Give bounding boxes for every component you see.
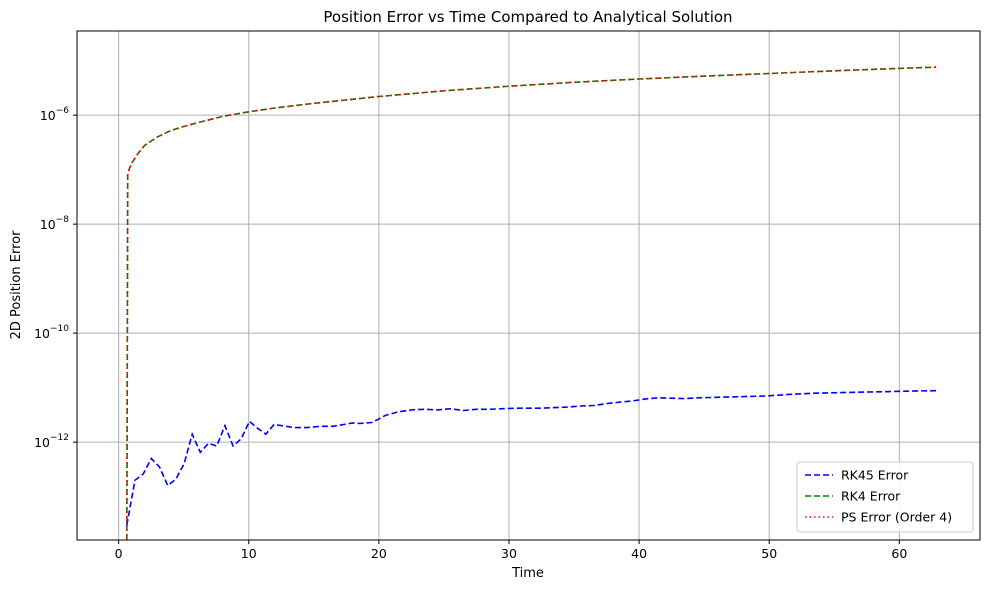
y-tick-exponent: −8 bbox=[56, 215, 70, 225]
x-tick-label: 50 bbox=[761, 546, 777, 561]
series-line bbox=[126, 66, 937, 540]
x-tick-label: 0 bbox=[115, 546, 123, 561]
legend-box bbox=[796, 461, 974, 533]
y-tick-exponent: −12 bbox=[50, 433, 69, 443]
legend-label: RK45 Error bbox=[841, 468, 909, 483]
y-tick-exponent: −10 bbox=[50, 324, 69, 334]
y-axis-label: 2D Position Error bbox=[9, 230, 24, 340]
y-tick-base: 10 bbox=[40, 108, 56, 123]
y-tick-exponent: −6 bbox=[56, 106, 70, 116]
x-tick-label: 20 bbox=[371, 546, 387, 561]
y-tick-base: 10 bbox=[34, 435, 50, 450]
plot-frame bbox=[76, 30, 981, 541]
series-line bbox=[126, 389, 937, 526]
x-tick-label: 60 bbox=[891, 546, 907, 561]
y-tick-label: 10−6 bbox=[40, 106, 69, 123]
legend: RK45 Error RK4 Error PS Error (Order 4) bbox=[796, 461, 974, 533]
legend-label: RK4 Error bbox=[841, 489, 901, 504]
x-tick-label: 30 bbox=[501, 546, 517, 561]
x-tick-label: 10 bbox=[241, 546, 257, 561]
y-tick-label: 10−8 bbox=[40, 215, 69, 232]
y-tick-base: 10 bbox=[34, 326, 50, 341]
grid bbox=[77, 31, 980, 540]
y-tick-base: 10 bbox=[40, 217, 56, 232]
y-tick-label: 10−10 bbox=[34, 324, 69, 341]
x-tick-label: 40 bbox=[631, 546, 647, 561]
y-tick-label: 10−12 bbox=[34, 433, 69, 450]
legend-label: PS Error (Order 4) bbox=[841, 510, 952, 525]
chart-title: Position Error vs Time Compared to Analy… bbox=[323, 8, 732, 26]
x-axis: 0 10 20 30 40 50 60 bbox=[115, 540, 907, 561]
series-group bbox=[126, 66, 937, 540]
x-axis-label: Time bbox=[511, 566, 544, 581]
